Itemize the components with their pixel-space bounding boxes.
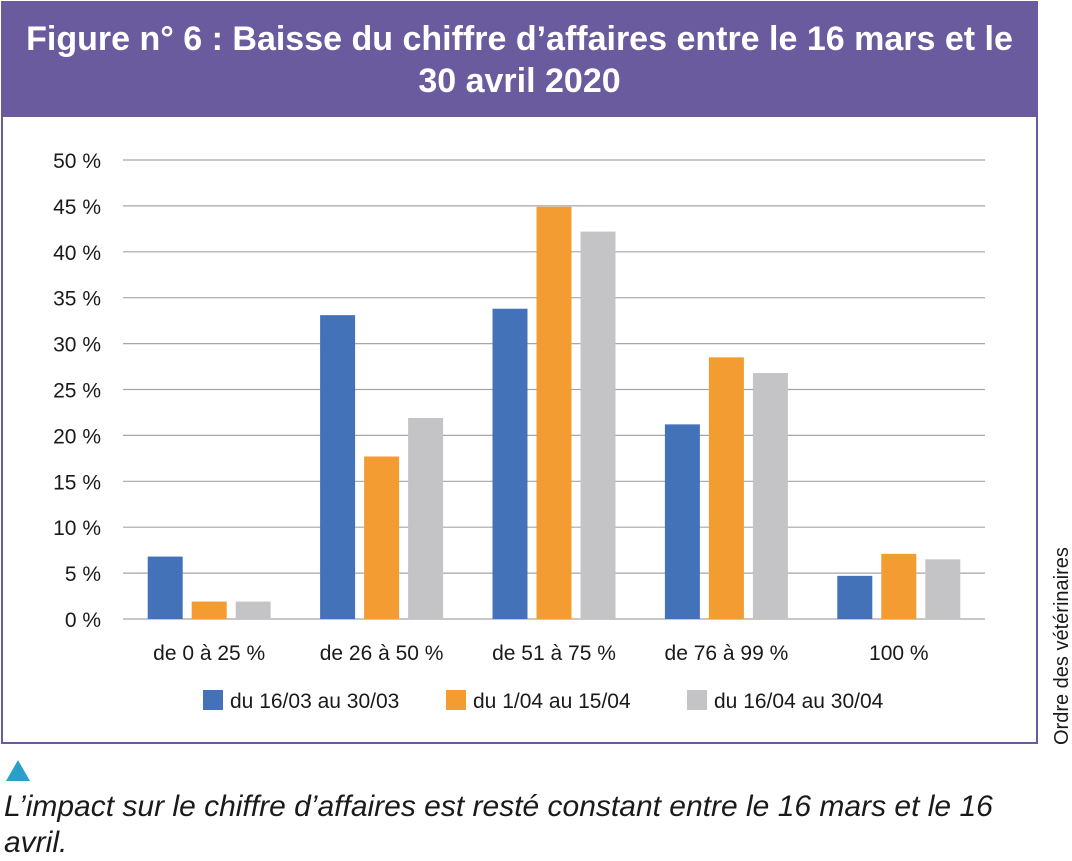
bar: [536, 206, 572, 619]
y-tick-label: 10 %: [53, 517, 101, 540]
bar: [925, 559, 961, 619]
y-tick-label: 45 %: [53, 196, 101, 219]
bar: [364, 456, 400, 619]
y-tick-label: 35 %: [53, 288, 101, 311]
bar: [320, 315, 356, 619]
y-tick-label: 20 %: [53, 425, 101, 448]
bar: [235, 601, 271, 619]
bar: [580, 231, 616, 619]
bar: [881, 553, 917, 619]
legend-swatch: [687, 690, 707, 710]
y-tick-label: 30 %: [53, 334, 101, 357]
legend-label: du 1/04 au 15/04: [473, 690, 631, 713]
legend-swatch: [446, 690, 466, 710]
source-label: Ordre des vétérinaires: [1051, 547, 1072, 745]
caption: L’impact sur le chiffre d’affaires est r…: [4, 790, 993, 859]
triangle-up-icon: [6, 760, 30, 781]
chart-title: Figure n° 6 : Baisse du chiffre d’affair…: [26, 20, 1013, 100]
y-tick-label: 15 %: [53, 471, 101, 494]
legend-swatch: [203, 690, 223, 710]
x-tick-label: de 26 à 50 %: [320, 642, 444, 665]
y-tick-label: 0 %: [65, 609, 101, 632]
figure-frame: Figure n° 6 : Baisse du chiffre d’affair…: [1, 1, 1038, 744]
bar-chart: 0 % 5 % 10 % 15 % 20 % 25 % 30 % 35 % 40 % 45 % 50…: [53, 150, 985, 713]
x-tick-label: 100 %: [869, 642, 929, 665]
legend-label: du 16/03 au 30/03: [230, 690, 399, 713]
bar: [664, 424, 700, 619]
title-bar: Figure n° 6 : Baisse du chiffre d’affair…: [3, 3, 1036, 117]
bar: [837, 575, 873, 619]
y-tick-label: 50 %: [53, 150, 101, 173]
y-tick-label: 25 %: [53, 380, 101, 403]
bar: [191, 601, 227, 619]
y-tick-label: 5 %: [65, 563, 101, 586]
bar: [492, 308, 528, 619]
bar: [708, 357, 744, 619]
x-tick-label: de 76 à 99 %: [665, 642, 789, 665]
bar: [752, 372, 788, 619]
x-tick-label: de 0 à 25 %: [153, 642, 265, 665]
legend-label: du 16/04 au 30/04: [714, 690, 884, 713]
bar: [408, 417, 444, 619]
bar: [147, 556, 183, 619]
y-tick-label: 40 %: [53, 242, 101, 265]
x-tick-label: de 51 à 75 %: [492, 642, 616, 665]
